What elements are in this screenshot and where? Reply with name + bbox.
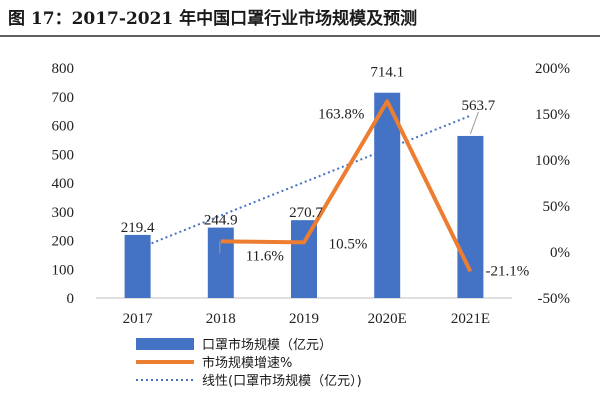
growth-value-label: 10.5%: [329, 236, 368, 252]
bar-2020E: [374, 92, 401, 298]
left-tick-label: 200: [52, 234, 75, 250]
bar-value-label: 244.9: [204, 213, 238, 229]
data-labels: 219.4 244.9 270.7 714.1 563.7 11.6% 10.5% 163.8…: [121, 65, 530, 280]
left-tick-label: 700: [52, 90, 75, 106]
bar-value-label: 563.7: [462, 98, 496, 114]
left-tick-label: 600: [52, 119, 75, 135]
right-tick-label: 50%: [543, 199, 571, 215]
label-leader-lines: [219, 111, 479, 254]
bar-series: [124, 92, 484, 298]
left-tick-label: 500: [52, 147, 75, 163]
x-tick-label: 2021E: [451, 311, 490, 327]
x-axis-ticks: 2017 2018 2019 2020E 2021E: [123, 311, 490, 327]
right-tick-label: 0%: [550, 245, 570, 261]
bar-value-label: 270.7: [289, 205, 323, 221]
figure-title: 图 17：2017-2021 年中国口罩行业市场规模及预测: [8, 8, 417, 29]
x-tick-label: 2017: [123, 311, 154, 327]
growth-value-label: 11.6%: [246, 248, 284, 264]
x-tick-label: 2020E: [368, 311, 407, 327]
right-tick-label: 150%: [535, 107, 570, 123]
growth-value-label: -21.1%: [486, 263, 530, 279]
bar-2018: [207, 227, 234, 298]
bar-value-label: 714.1: [370, 65, 404, 81]
left-tick-label: 100: [52, 262, 75, 278]
bar-value-label: 219.4: [121, 220, 155, 236]
label-leader: [469, 111, 479, 135]
legend-label: 线性(口罩市场规模（亿元）): [202, 373, 362, 389]
right-tick-label: -50%: [538, 291, 571, 307]
right-tick-label: 200%: [535, 61, 570, 77]
left-axis-ticks: 0 100 200 300 400 500 600 700 800: [52, 61, 75, 307]
x-tick-label: 2019: [289, 311, 319, 327]
bar-2019: [291, 220, 317, 298]
growth-value-label: 163.8%: [318, 106, 364, 122]
legend-label: 口罩市场规模（亿元）: [202, 337, 332, 353]
x-tick-label: 2018: [206, 311, 236, 327]
left-tick-label: 0: [67, 291, 75, 307]
bar-2021E: [457, 135, 484, 298]
legend-swatch-bar: [136, 338, 194, 350]
left-tick-label: 300: [52, 205, 75, 221]
legend: 口罩市场规模（亿元） 市场规模增速% 线性(口罩市场规模（亿元）): [136, 337, 362, 389]
bar-2017: [124, 234, 151, 298]
growth-line: [220, 99, 473, 273]
left-tick-label: 400: [52, 176, 75, 192]
growth-line-series: [220, 99, 473, 273]
legend-label: 市场规模增速%: [202, 355, 292, 371]
right-axis-ticks: -50% 0% 50% 100% 150% 200%: [535, 61, 570, 307]
left-tick-label: 800: [52, 61, 75, 77]
right-tick-label: 100%: [535, 153, 570, 169]
